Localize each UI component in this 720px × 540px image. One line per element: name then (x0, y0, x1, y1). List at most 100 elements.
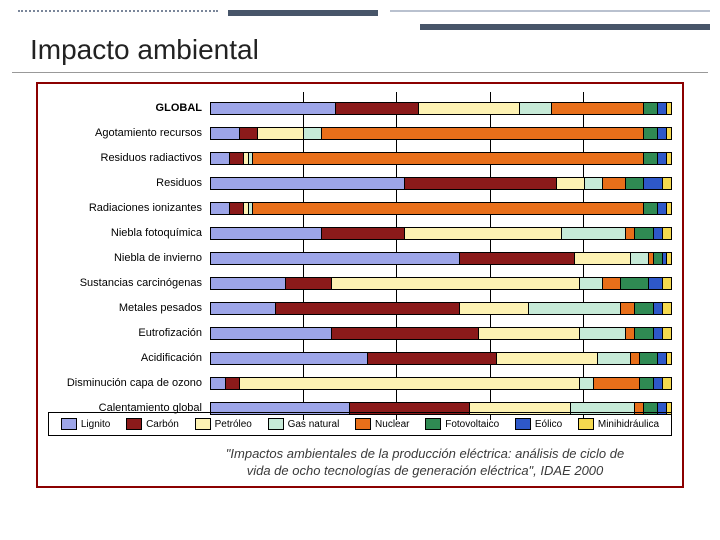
bar-segment-gas (579, 378, 593, 389)
bar-segment-eolico (648, 278, 662, 289)
bar-segment-nuclear (620, 303, 634, 314)
bar-segment-nuclear (625, 328, 634, 339)
caption-line2: vida de ocho tecnologías de generación e… (247, 463, 604, 478)
bar-segment-gas (584, 178, 602, 189)
bar-track (210, 352, 672, 365)
row-label: Residuos (48, 177, 210, 189)
bar-segment-petroleo (257, 128, 303, 139)
bar-segment-minihidr (662, 303, 671, 314)
bar-segment-fotovoltaico (653, 253, 662, 264)
bar-segment-lignito (211, 153, 229, 164)
chart-row: GLOBAL (48, 96, 672, 120)
bar-segment-minihidr (666, 203, 671, 214)
chart-row: Niebla fotoquímica (48, 221, 672, 245)
bar-segment-minihidr (662, 178, 671, 189)
bar-segment-fotovoltaico (634, 228, 652, 239)
page-title: Impacto ambiental (30, 34, 259, 66)
bar-segment-petroleo (239, 378, 579, 389)
legend-label: Lignito (81, 419, 110, 430)
bar-segment-eolico (657, 103, 666, 114)
legend-item-carbon: Carbón (126, 418, 179, 430)
bar-segment-eolico (657, 203, 666, 214)
legend-item-minihidr: Minihidráulica (578, 418, 659, 430)
bar-segment-lignito (211, 303, 275, 314)
row-label: GLOBAL (48, 102, 210, 114)
row-label: Agotamiento recursos (48, 127, 210, 139)
header-decor-bar-2 (420, 24, 710, 30)
bar-segment-petroleo (574, 253, 629, 264)
bar-segment-eolico (653, 303, 662, 314)
bar-segment-fotovoltaico (643, 103, 657, 114)
bar-segment-lignito (211, 278, 285, 289)
legend-label: Fotovoltaico (445, 419, 499, 430)
bar-segment-carbon (367, 353, 496, 364)
row-label: Sustancias carcinógenas (48, 277, 210, 289)
bar-segment-fotovoltaico (620, 278, 648, 289)
legend-swatch (425, 418, 441, 430)
legend-item-fotovoltaico: Fotovoltaico (425, 418, 499, 430)
bar-segment-lignito (211, 228, 321, 239)
bar-segment-petroleo (556, 178, 584, 189)
legend-item-nuclear: Nuclear (355, 418, 409, 430)
bar-segment-nuclear (602, 178, 625, 189)
bar-segment-fotovoltaico (639, 378, 653, 389)
bar-segment-gas (597, 353, 629, 364)
row-label: Disminución capa de ozono (48, 377, 210, 389)
bar-segment-minihidr (666, 353, 671, 364)
bar-segment-lignito (211, 178, 404, 189)
bar-segment-fotovoltaico (643, 203, 657, 214)
row-label: Niebla fotoquímica (48, 227, 210, 239)
bar-track (210, 327, 672, 340)
bar-segment-gas (561, 228, 625, 239)
bar-segment-carbon (404, 178, 556, 189)
bar-segment-carbon (229, 153, 243, 164)
bar-segment-fotovoltaico (643, 153, 657, 164)
bar-segment-eolico (653, 378, 662, 389)
bar-track (210, 227, 672, 240)
bar-segment-minihidr (666, 253, 671, 264)
bar-segment-gas (528, 303, 620, 314)
bar-segment-petroleo (478, 328, 579, 339)
legend-swatch (195, 418, 211, 430)
chart-row: Acidificación (48, 346, 672, 370)
bar-track (210, 177, 672, 190)
legend-label: Carbón (146, 419, 179, 430)
row-label: Acidificación (48, 352, 210, 364)
bar-segment-nuclear (551, 103, 643, 114)
bar-track (210, 302, 672, 315)
bar-segment-nuclear (252, 153, 643, 164)
bar-segment-carbon (229, 203, 243, 214)
legend-label: Eólico (535, 419, 562, 430)
row-label: Radiaciones ionizantes (48, 202, 210, 214)
bar-segment-eolico (657, 353, 666, 364)
bar-segment-minihidr (666, 128, 671, 139)
bar-segment-carbon (321, 228, 404, 239)
header-decor-dots (18, 10, 218, 12)
legend-item-petroleo: Petróleo (195, 418, 252, 430)
bar-segment-gas (519, 103, 551, 114)
legend-label: Petróleo (215, 419, 252, 430)
bar-segment-minihidr (666, 153, 671, 164)
bar-segment-carbon (285, 278, 331, 289)
chart-frame: GLOBALAgotamiento recursosResiduos radia… (36, 82, 684, 488)
bar-segment-fotovoltaico (643, 128, 657, 139)
row-label: Eutrofización (48, 327, 210, 339)
caption-line1: "Impactos ambientales de la producción e… (226, 446, 624, 461)
legend-label: Minihidráulica (598, 419, 659, 430)
bar-segment-petroleo (404, 228, 560, 239)
bar-segment-minihidr (662, 228, 671, 239)
bar-segment-carbon (225, 378, 239, 389)
header-decor-line (390, 10, 710, 12)
bar-segment-eolico (653, 328, 662, 339)
bar-track (210, 152, 672, 165)
bar-track (210, 252, 672, 265)
bar-track (210, 377, 672, 390)
bar-segment-carbon (335, 103, 418, 114)
bar-segment-carbon (239, 128, 257, 139)
row-label: Metales pesados (48, 302, 210, 314)
legend-swatch (578, 418, 594, 430)
legend-item-lignito: Lignito (61, 418, 110, 430)
bar-segment-minihidr (662, 328, 671, 339)
bar-segment-lignito (211, 253, 459, 264)
legend-swatch (61, 418, 77, 430)
